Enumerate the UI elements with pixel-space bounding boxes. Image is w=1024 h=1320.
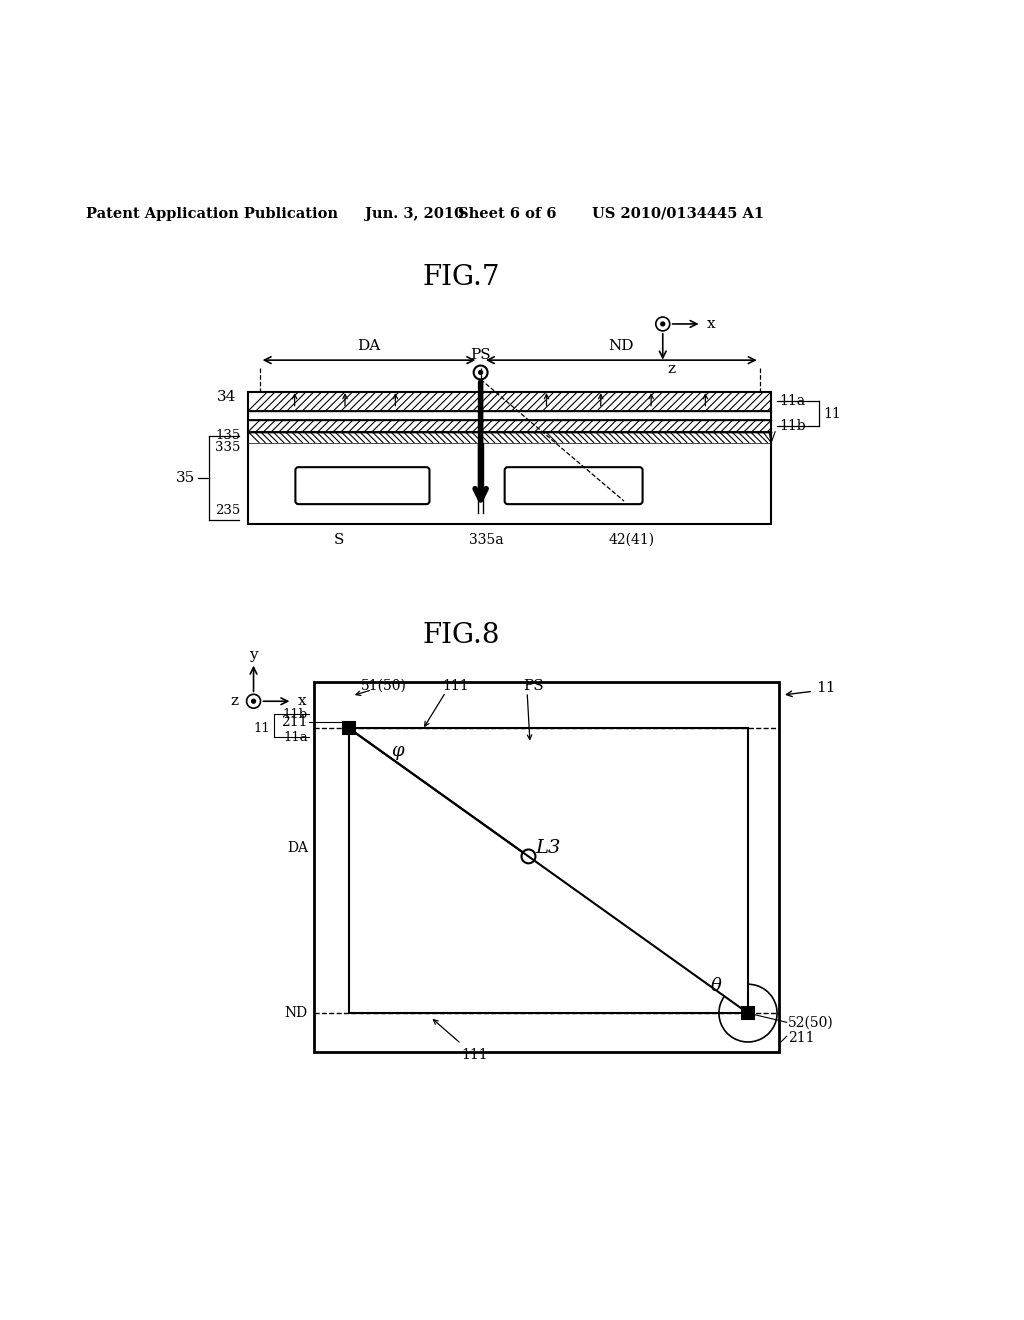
Bar (248, 411, 771, 420)
Bar (248, 392, 771, 411)
Text: 11: 11 (254, 722, 270, 735)
Text: FIG.8: FIG.8 (423, 622, 500, 649)
Text: PS: PS (470, 347, 490, 362)
Text: x: x (707, 317, 716, 331)
Text: S: S (334, 532, 344, 546)
Text: y: y (249, 648, 258, 663)
Text: 11b: 11b (779, 418, 806, 433)
Text: 111: 111 (461, 1048, 487, 1063)
Text: 35: 35 (176, 471, 196, 484)
Text: z: z (230, 694, 238, 709)
Text: 51(50): 51(50) (360, 678, 407, 693)
Text: Patent Application Publication: Patent Application Publication (86, 207, 338, 220)
Text: ND: ND (285, 1006, 308, 1020)
Text: 34: 34 (217, 391, 237, 404)
Text: Sheet 6 of 6: Sheet 6 of 6 (459, 207, 557, 220)
Text: DA: DA (357, 338, 381, 352)
Circle shape (478, 371, 482, 375)
Circle shape (252, 700, 255, 704)
Bar (349, 729, 748, 1014)
Text: 52(50): 52(50) (788, 1015, 835, 1030)
Text: US 2010/0134445 A1: US 2010/0134445 A1 (592, 207, 764, 220)
Text: 111: 111 (442, 678, 469, 693)
Text: φ: φ (391, 742, 404, 760)
Text: Jun. 3, 2010: Jun. 3, 2010 (366, 207, 464, 220)
Bar (742, 1007, 754, 1019)
Text: L3: L3 (536, 838, 561, 857)
Text: 11a: 11a (283, 731, 308, 744)
Text: z: z (668, 362, 676, 376)
Text: 235: 235 (215, 504, 241, 517)
Text: θ: θ (711, 977, 722, 995)
Text: 211: 211 (282, 715, 308, 729)
FancyBboxPatch shape (295, 467, 429, 504)
Text: 11b: 11b (283, 708, 308, 721)
Text: x: x (298, 694, 306, 709)
Bar (248, 420, 771, 432)
FancyBboxPatch shape (505, 467, 643, 504)
Text: DA: DA (287, 841, 308, 854)
Bar (314, 682, 779, 1052)
Text: ND: ND (608, 338, 634, 352)
Text: 211: 211 (788, 1031, 815, 1044)
Text: 11: 11 (823, 407, 841, 421)
Text: 11: 11 (816, 681, 836, 696)
Text: PS: PS (523, 678, 544, 693)
Bar (343, 722, 354, 734)
Text: 335a: 335a (469, 532, 504, 546)
Text: 335: 335 (215, 441, 241, 454)
Bar (248, 432, 771, 524)
Text: 11a: 11a (779, 395, 805, 408)
Text: 42(41): 42(41) (608, 532, 654, 546)
Circle shape (660, 322, 665, 326)
Text: 135: 135 (215, 429, 241, 442)
Text: FIG.7: FIG.7 (423, 264, 500, 292)
